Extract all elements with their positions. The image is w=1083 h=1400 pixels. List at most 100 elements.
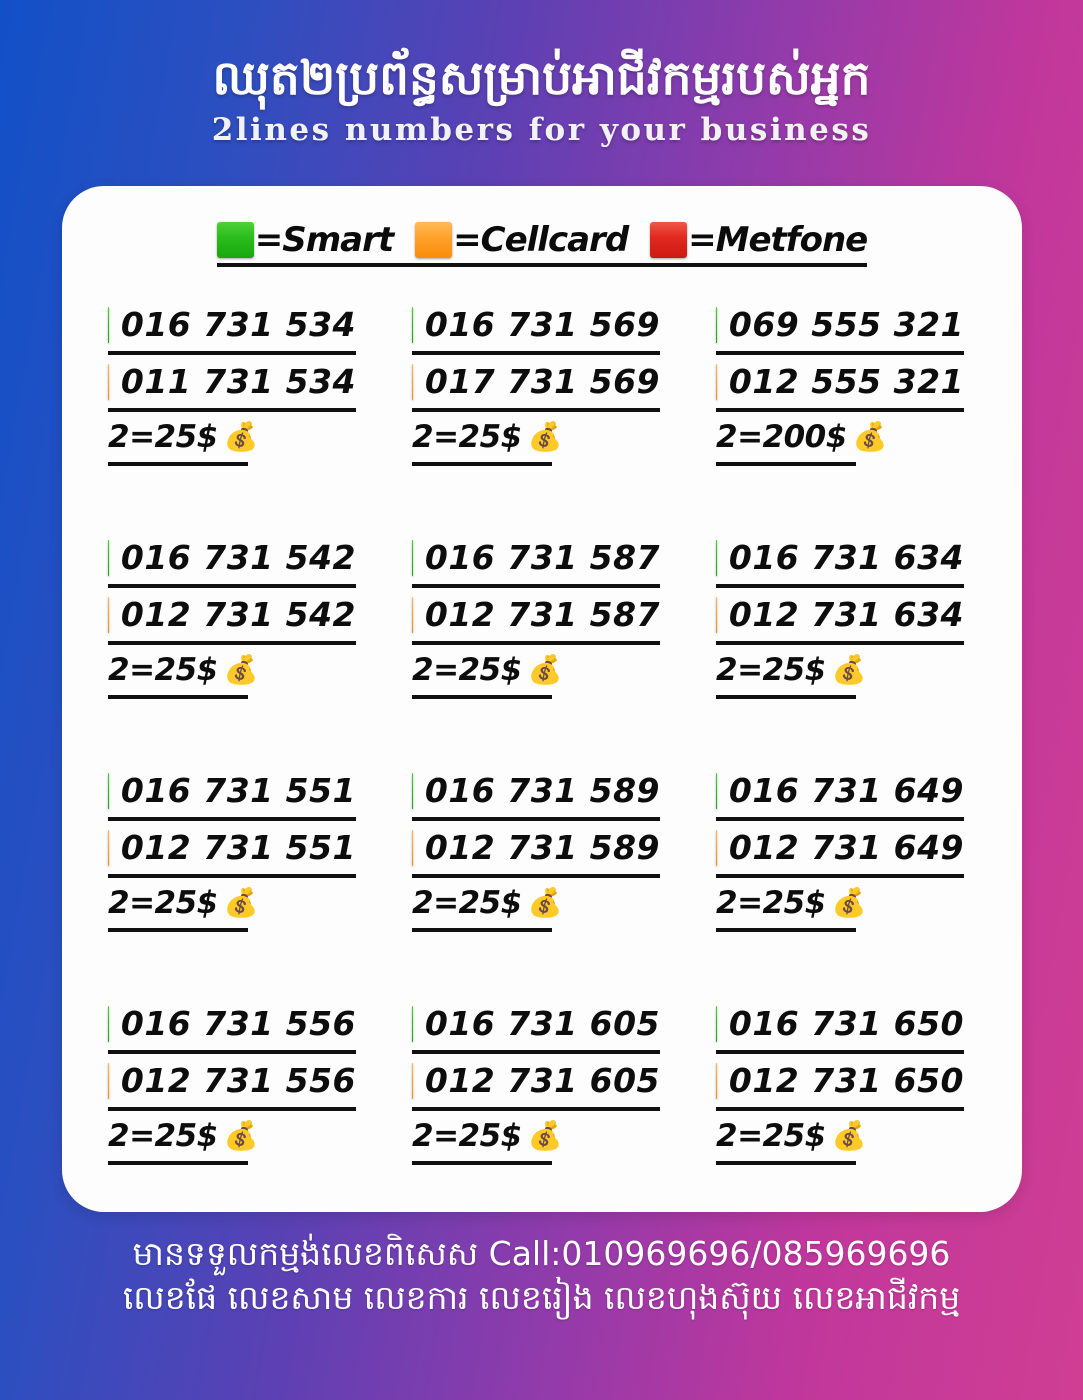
smart-number: 016 731 650 bbox=[728, 1004, 964, 1043]
smart-number-row[interactable]: 016 731 649 bbox=[716, 764, 964, 821]
smart-number-row[interactable]: 016 731 589 bbox=[412, 764, 660, 821]
green-swatch-icon bbox=[412, 772, 413, 809]
price-label: 2=25$ bbox=[412, 652, 522, 688]
operator-legend: =Smart =Cellcard =Metfone bbox=[62, 220, 1022, 267]
money-bag-icon: 💰 bbox=[527, 653, 563, 686]
cellcard-number: 011 731 534 bbox=[120, 362, 356, 401]
page-footer: មានទទួលកម្មង់លេខពិសេស Call:010969696/085… bbox=[0, 1232, 1083, 1319]
green-swatch-icon bbox=[108, 772, 109, 809]
smart-number-row[interactable]: 016 731 634 bbox=[716, 531, 964, 588]
green-swatch-icon bbox=[108, 539, 109, 576]
price-row: 2=25$ 💰 bbox=[412, 1111, 563, 1165]
legend-item-smart: =Smart bbox=[216, 220, 394, 260]
smart-number-row[interactable]: 016 731 551 bbox=[108, 764, 356, 821]
price-label: 2=25$ bbox=[716, 1118, 826, 1154]
cellcard-number: 012 731 649 bbox=[728, 828, 964, 867]
cellcard-number-row[interactable]: 017 731 569 bbox=[412, 355, 660, 412]
smart-number-row[interactable]: 016 731 650 bbox=[716, 997, 964, 1054]
green-swatch-icon bbox=[716, 1005, 717, 1042]
smart-number-row[interactable]: 016 731 534 bbox=[108, 298, 356, 355]
legend-item-metfone: =Metfone bbox=[650, 220, 868, 260]
green-swatch-icon bbox=[216, 222, 254, 258]
cellcard-number: 012 731 556 bbox=[120, 1061, 356, 1100]
orange-swatch-icon bbox=[716, 363, 717, 400]
price-row: 2=25$ 💰 bbox=[412, 412, 563, 466]
smart-number-row[interactable]: 016 731 542 bbox=[108, 531, 356, 588]
price-row: 2=25$ 💰 bbox=[412, 645, 563, 699]
price-label: 2=25$ bbox=[108, 652, 218, 688]
cellcard-number-row[interactable]: 012 555 321 bbox=[716, 355, 964, 412]
money-bag-icon: 💰 bbox=[223, 420, 259, 453]
offer-cell[interactable]: 016 731 542 012 731 542 2=25$ 💰 bbox=[108, 531, 412, 764]
price-label: 2=25$ bbox=[412, 1118, 522, 1154]
money-bag-icon: 💰 bbox=[831, 1119, 867, 1152]
smart-number: 016 731 589 bbox=[424, 771, 660, 810]
cellcard-number: 012 731 589 bbox=[424, 828, 660, 867]
smart-number-row[interactable]: 016 731 587 bbox=[412, 531, 660, 588]
footer-contact-line: មានទទួលកម្មង់លេខពិសេស Call:010969696/085… bbox=[132, 1234, 951, 1273]
cellcard-number: 017 731 569 bbox=[424, 362, 660, 401]
offer-cell[interactable]: 016 731 649 012 731 649 2=25$ 💰 bbox=[716, 764, 1020, 997]
price-label: 2=200$ bbox=[716, 419, 847, 455]
offer-cell[interactable]: 016 731 589 012 731 589 2=25$ 💰 bbox=[412, 764, 716, 997]
price-row: 2=200$ 💰 bbox=[716, 412, 888, 466]
cellcard-number-row[interactable]: 011 731 534 bbox=[108, 355, 356, 412]
cellcard-number-row[interactable]: 012 731 605 bbox=[412, 1054, 660, 1111]
smart-number-row[interactable]: 016 731 605 bbox=[412, 997, 660, 1054]
price-label: 2=25$ bbox=[108, 419, 218, 455]
cellcard-number-row[interactable]: 012 731 650 bbox=[716, 1054, 964, 1111]
money-bag-icon: 💰 bbox=[831, 886, 867, 919]
orange-swatch-icon bbox=[108, 363, 109, 400]
green-swatch-icon bbox=[108, 1005, 109, 1042]
offer-cell[interactable]: 016 731 569 017 731 569 2=25$ 💰 bbox=[412, 298, 716, 531]
money-bag-icon: 💰 bbox=[852, 420, 888, 453]
green-swatch-icon bbox=[412, 306, 413, 343]
offer-cell[interactable]: 016 731 605 012 731 605 2=25$ 💰 bbox=[412, 997, 716, 1230]
smart-number-row[interactable]: 016 731 569 bbox=[412, 298, 660, 355]
price-row: 2=25$ 💰 bbox=[716, 1111, 867, 1165]
smart-number: 016 731 542 bbox=[120, 538, 356, 577]
offer-cell[interactable]: 016 731 587 012 731 587 2=25$ 💰 bbox=[412, 531, 716, 764]
price-row: 2=25$ 💰 bbox=[716, 878, 867, 932]
page-header: ឈុត២ប្រព័ន្ធសម្រាប់អាជីវកម្មរបស់អ្នក 2li… bbox=[0, 51, 1083, 149]
cellcard-number: 012 731 587 bbox=[424, 595, 660, 634]
offer-cell[interactable]: 016 731 650 012 731 650 2=25$ 💰 bbox=[716, 997, 1020, 1230]
offer-cell[interactable]: 016 731 534 011 731 534 2=25$ 💰 bbox=[108, 298, 412, 531]
green-swatch-icon bbox=[716, 772, 717, 809]
green-swatch-icon bbox=[108, 306, 109, 343]
offer-cell[interactable]: 016 731 634 012 731 634 2=25$ 💰 bbox=[716, 531, 1020, 764]
legend-label-metfone: =Metfone bbox=[688, 220, 868, 260]
price-row: 2=25$ 💰 bbox=[108, 1111, 259, 1165]
money-bag-icon: 💰 bbox=[527, 1119, 563, 1152]
price-row: 2=25$ 💰 bbox=[108, 412, 259, 466]
legend-item-cellcard: =Cellcard bbox=[415, 220, 629, 260]
legend-label-smart: =Smart bbox=[254, 220, 394, 260]
page-subtitle-english: 2lines numbers for your business bbox=[211, 112, 872, 149]
money-bag-icon: 💰 bbox=[527, 886, 563, 919]
smart-number-row[interactable]: 016 731 556 bbox=[108, 997, 356, 1054]
smart-number-row[interactable]: 069 555 321 bbox=[716, 298, 964, 355]
cellcard-number-row[interactable]: 012 731 589 bbox=[412, 821, 660, 878]
price-row: 2=25$ 💰 bbox=[108, 878, 259, 932]
price-row: 2=25$ 💰 bbox=[716, 645, 867, 699]
footer-services-line: លេខផែ លេខសាម លេខការ លេខរៀង លេខហុងស៊ុយ លេ… bbox=[122, 1277, 961, 1317]
cellcard-number-row[interactable]: 012 731 634 bbox=[716, 588, 964, 645]
orange-swatch-icon bbox=[412, 829, 413, 866]
price-label: 2=25$ bbox=[412, 885, 522, 921]
price-label: 2=25$ bbox=[716, 652, 826, 688]
offer-cell[interactable]: 069 555 321 012 555 321 2=200$ 💰 bbox=[716, 298, 1020, 531]
money-bag-icon: 💰 bbox=[831, 653, 867, 686]
cellcard-number-row[interactable]: 012 731 556 bbox=[108, 1054, 356, 1111]
orange-swatch-icon bbox=[415, 222, 453, 258]
cellcard-number-row[interactable]: 012 731 649 bbox=[716, 821, 964, 878]
offer-cell[interactable]: 016 731 551 012 731 551 2=25$ 💰 bbox=[108, 764, 412, 997]
price-label: 2=25$ bbox=[716, 885, 826, 921]
price-label: 2=25$ bbox=[412, 419, 522, 455]
cellcard-number-row[interactable]: 012 731 587 bbox=[412, 588, 660, 645]
cellcard-number-row[interactable]: 012 731 542 bbox=[108, 588, 356, 645]
orange-swatch-icon bbox=[108, 1062, 109, 1099]
offer-cell[interactable]: 016 731 556 012 731 556 2=25$ 💰 bbox=[108, 997, 412, 1230]
cellcard-number: 012 731 542 bbox=[120, 595, 356, 634]
money-bag-icon: 💰 bbox=[527, 420, 563, 453]
cellcard-number-row[interactable]: 012 731 551 bbox=[108, 821, 356, 878]
